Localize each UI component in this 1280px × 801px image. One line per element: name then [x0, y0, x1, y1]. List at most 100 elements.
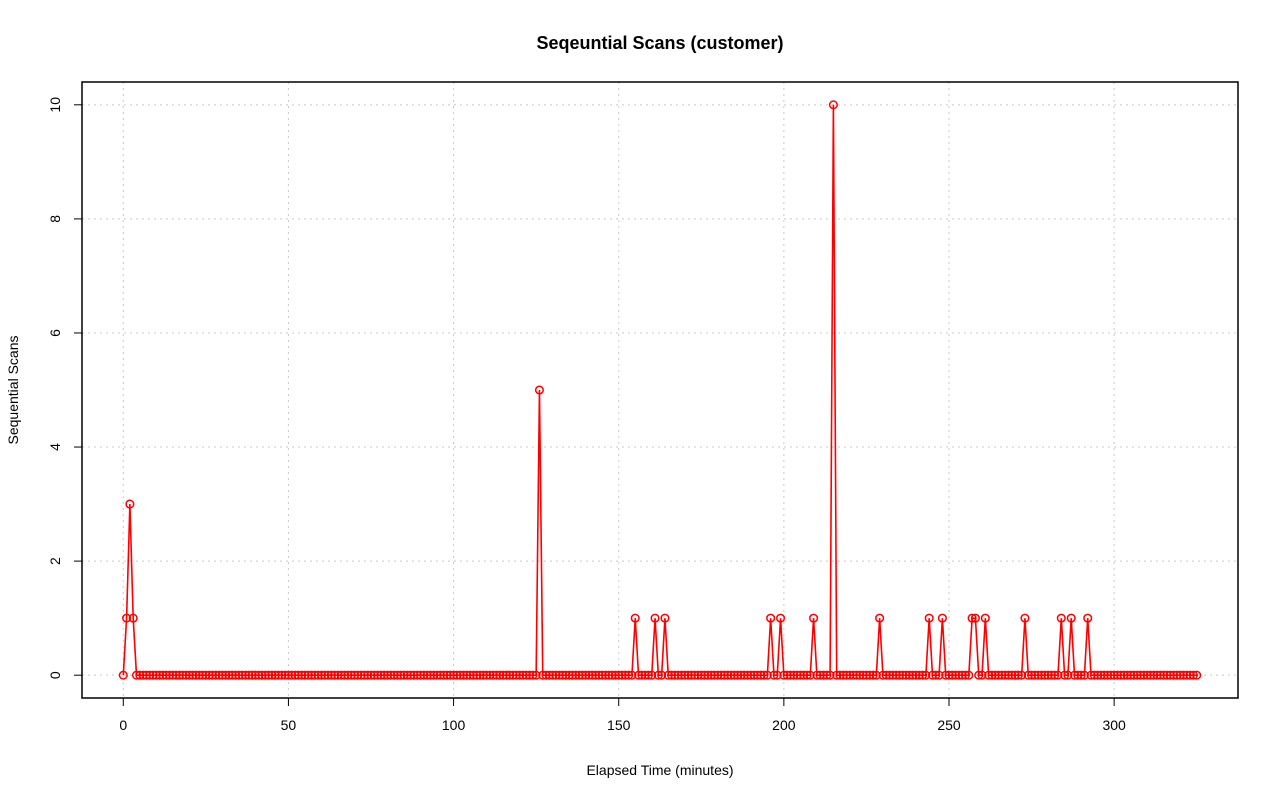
data-point: [356, 670, 366, 680]
data-point: [620, 670, 630, 680]
data-point: [954, 670, 964, 680]
data-point: [739, 670, 749, 680]
data-point: [1122, 670, 1132, 680]
data-point: [901, 670, 911, 680]
data-point: [227, 670, 237, 680]
data-point: [884, 670, 895, 680]
data-point: [452, 670, 462, 680]
data-point: [1136, 670, 1146, 680]
data-point: [524, 670, 535, 680]
data-point: [125, 499, 135, 509]
data-point: [799, 670, 809, 680]
data-point: [382, 670, 393, 680]
data-point: [531, 670, 541, 680]
data-point: [785, 670, 796, 680]
data-point: [1192, 670, 1202, 680]
data-point: [1139, 670, 1149, 680]
data-point: [607, 670, 617, 680]
data-point: [1182, 670, 1192, 680]
data-point: [316, 670, 327, 680]
data-point: [663, 670, 673, 680]
data-point: [931, 670, 941, 680]
data-point: [254, 670, 264, 680]
data-point: [667, 670, 677, 680]
data-point: [703, 670, 713, 680]
data-point: [1056, 613, 1066, 623]
data-point: [462, 670, 472, 680]
data-point: [937, 613, 947, 623]
data-point: [158, 670, 168, 680]
data-point: [297, 670, 307, 680]
data-point: [148, 670, 158, 680]
data-point: [551, 670, 561, 680]
data-point: [693, 670, 703, 680]
data-point: [990, 670, 1000, 680]
data-point: [1102, 670, 1113, 680]
data-point: [511, 670, 521, 680]
data-point: [772, 670, 782, 680]
data-point: [1152, 670, 1162, 680]
x-tick-label-1: 50: [281, 717, 297, 733]
data-point: [287, 670, 297, 680]
data-point: [234, 670, 244, 680]
data-point: [260, 670, 270, 680]
x-tick-label-2: 100: [442, 717, 466, 733]
data-point: [825, 670, 835, 680]
data-point: [789, 670, 799, 680]
data-point: [422, 670, 432, 680]
data-point: [505, 670, 515, 680]
data-point: [683, 670, 693, 680]
data-point: [181, 670, 191, 680]
series-line-0: [122, 104, 1197, 676]
data-point: [442, 670, 452, 680]
x-axis-label: Elapsed Time (minutes): [586, 762, 733, 778]
data-point: [838, 670, 848, 680]
data-point: [875, 613, 885, 623]
data-point: [1109, 670, 1119, 680]
grid-layer: [82, 82, 1238, 698]
data-point: [776, 613, 786, 623]
data-point: [217, 670, 227, 680]
y-tick-label-5: 10: [47, 97, 63, 113]
data-point: [967, 613, 977, 623]
data-point: [908, 670, 918, 680]
data-point: [214, 670, 224, 680]
data-point: [191, 670, 201, 680]
data-point: [749, 670, 759, 680]
data-point: [571, 670, 581, 680]
data-point: [809, 613, 819, 623]
data-point: [911, 670, 921, 680]
data-point: [733, 670, 743, 680]
data-point: [815, 670, 825, 680]
data-point: [713, 670, 723, 680]
data-point: [898, 670, 908, 680]
data-point: [211, 670, 221, 680]
data-point: [161, 670, 171, 680]
data-point: [439, 670, 449, 680]
y-tick-label-3: 6: [47, 329, 63, 337]
data-point: [283, 670, 293, 680]
data-point: [1000, 670, 1010, 680]
data-point: [746, 670, 756, 680]
data-point: [264, 670, 274, 680]
data-point: [997, 670, 1007, 680]
data-point: [756, 670, 766, 680]
data-point: [184, 670, 194, 680]
data-point: [1003, 670, 1014, 680]
data-point: [574, 670, 584, 680]
data-point: [534, 385, 544, 395]
data-point: [419, 670, 429, 680]
data-point: [591, 670, 601, 680]
data-point: [690, 670, 700, 680]
data-point: [993, 670, 1004, 680]
data-point: [957, 670, 967, 680]
data-point: [277, 670, 287, 680]
data-point: [1188, 670, 1198, 680]
data-point: [250, 670, 260, 680]
x-tick-label-6: 300: [1102, 717, 1126, 733]
data-point: [627, 670, 637, 680]
data-point: [1126, 670, 1136, 680]
data-point: [792, 670, 802, 680]
data-point: [960, 670, 971, 680]
data-point: [845, 670, 855, 680]
